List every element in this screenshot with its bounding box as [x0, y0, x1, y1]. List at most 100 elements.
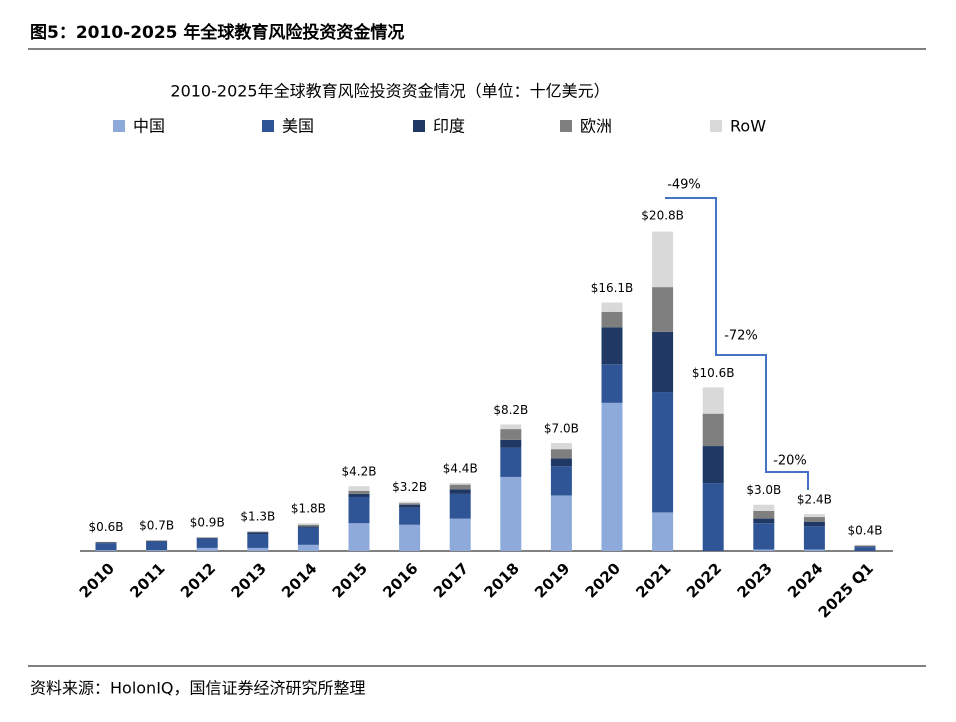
total-label: $10.6B	[692, 366, 735, 380]
legend-label: 中国	[133, 117, 165, 136]
bar-segment	[247, 532, 269, 535]
bar-segment	[399, 501, 421, 504]
legend-swatch	[262, 120, 274, 132]
bar-segment	[196, 537, 218, 539]
bar-segment	[196, 538, 218, 548]
x-tick-label: 2024	[784, 559, 826, 601]
legend-swatch	[113, 120, 125, 132]
legend-label: 印度	[433, 117, 465, 136]
bar-segment	[247, 530, 269, 532]
bar-segment	[702, 446, 724, 484]
bar-segment	[95, 550, 117, 551]
bar-segment	[449, 483, 471, 485]
bar-segment	[399, 524, 421, 551]
bar-segment	[753, 523, 775, 550]
x-tick-label: 2019	[531, 559, 573, 601]
x-tick-label: 2021	[632, 559, 674, 601]
bar-segment	[803, 521, 825, 527]
x-tick-label: 2010	[76, 559, 118, 601]
bar-segment	[348, 493, 370, 497]
bar-segment	[348, 486, 370, 491]
total-label: $0.4B	[848, 523, 883, 537]
bar-segment	[95, 543, 117, 551]
bar-segment	[196, 547, 218, 551]
annotation: -49%	[667, 178, 701, 193]
bar-segment	[652, 512, 674, 551]
x-tick-label: 2020	[582, 559, 624, 601]
bar-segment	[854, 547, 876, 551]
bar-segment	[550, 449, 572, 459]
bar-segment	[753, 549, 775, 551]
bar-segment	[146, 541, 168, 551]
legend-label: 美国	[282, 117, 314, 136]
bar-segment	[500, 429, 522, 440]
x-tick-label: 2012	[177, 559, 219, 601]
bar-segment	[449, 484, 471, 490]
bar-segment	[297, 523, 319, 525]
x-tick-label: 2018	[481, 559, 523, 601]
bar-segment	[297, 524, 319, 527]
bar-segment	[854, 545, 876, 547]
x-tick-label: 2011	[126, 559, 168, 601]
bar-segment	[803, 526, 825, 550]
bar-segment	[702, 413, 724, 447]
bar-segment	[601, 302, 623, 312]
bar-segment	[500, 439, 522, 448]
bar-segment	[500, 447, 522, 477]
bar-segment	[803, 517, 825, 522]
bar-segment	[449, 489, 471, 494]
bar-segment	[247, 534, 269, 548]
bar-segment	[652, 287, 674, 332]
total-label: $16.1B	[591, 281, 634, 295]
bar-segment	[297, 526, 319, 528]
bar-segment	[753, 518, 775, 524]
bar-segment	[601, 364, 623, 403]
x-tick-label: 2022	[683, 559, 725, 601]
bar-segment	[95, 542, 117, 544]
total-label: $0.9B	[190, 516, 225, 530]
annotation: -72%	[724, 329, 758, 344]
total-label: $4.4B	[443, 462, 478, 476]
x-tick-label: 2015	[329, 559, 371, 601]
total-label: $0.7B	[139, 519, 174, 533]
bar-segment	[297, 527, 319, 545]
bar-segment	[399, 504, 421, 508]
bar-segment	[500, 424, 522, 430]
bar-segment	[601, 327, 623, 365]
x-tick-label: 2013	[228, 559, 270, 601]
bar-segment	[247, 531, 269, 533]
bar-segment	[652, 231, 674, 288]
bar-segment	[803, 549, 825, 551]
total-label: $4.2B	[342, 465, 377, 479]
change-bracket	[665, 197, 809, 490]
x-tick-label: 2025 Q1	[815, 559, 877, 621]
total-label: $3.0B	[746, 483, 781, 497]
bar-segment	[297, 544, 319, 551]
source-note: 资料来源：HolonIQ，国信证券经济研究所整理	[30, 679, 366, 698]
bar-segment	[550, 442, 572, 450]
bar-segment	[449, 493, 471, 519]
legend-label: RoW	[730, 117, 766, 136]
total-label: $3.2B	[392, 480, 427, 494]
bar-segment	[500, 476, 522, 551]
x-tick-label: 2016	[379, 559, 421, 601]
total-label: $20.8B	[641, 209, 684, 223]
legend-label: 欧洲	[580, 117, 612, 136]
bar-segment	[348, 523, 370, 551]
bar-segment	[550, 458, 572, 467]
legend-swatch	[560, 120, 572, 132]
x-tick-label: 2017	[430, 559, 472, 601]
x-tick-label: 2023	[734, 559, 776, 601]
bar-segment	[146, 540, 168, 542]
bar-segment	[399, 507, 421, 525]
bar-segment	[601, 402, 623, 551]
total-label: $1.3B	[240, 509, 275, 523]
total-label: $8.2B	[493, 403, 528, 417]
bar-segment	[449, 518, 471, 551]
legend-swatch	[710, 120, 722, 132]
bar-segment	[854, 544, 876, 546]
total-label: $1.8B	[291, 502, 326, 516]
bar-segment	[348, 496, 370, 524]
bar-segment	[601, 311, 623, 328]
